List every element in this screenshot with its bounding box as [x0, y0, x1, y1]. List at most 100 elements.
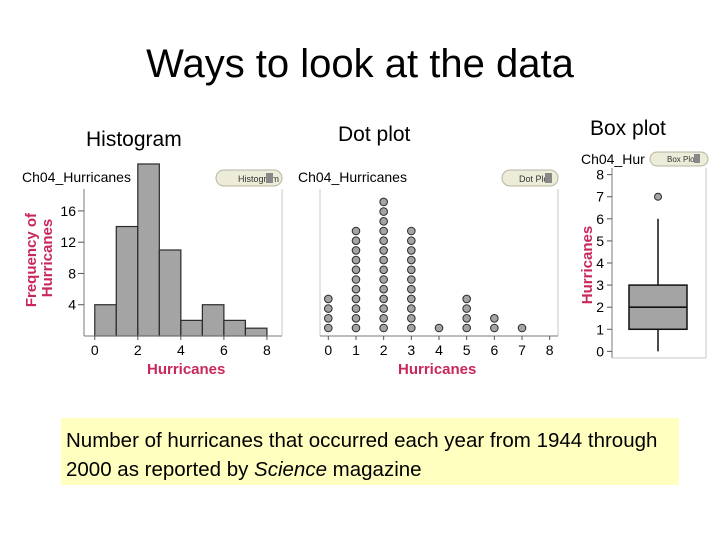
histogram-y-tick-label: 12 — [60, 234, 76, 250]
dotplot-point — [351, 304, 361, 313]
histogram-bar — [137, 163, 160, 337]
dotplot-point — [407, 236, 416, 245]
histogram-bar — [201, 304, 225, 337]
histogram-x-tick-label: 6 — [220, 342, 228, 358]
dotplot-point — [351, 236, 361, 245]
boxplot-dataset-name: Ch04_Hur — [581, 151, 645, 167]
dropdown-handle-icon — [266, 173, 273, 183]
dropdown-handle-icon — [545, 173, 552, 183]
dotplot-x-tick-label: 2 — [380, 342, 388, 358]
dotplot-point — [462, 304, 471, 313]
dotplot-point — [379, 236, 388, 245]
dotplot-point — [351, 294, 361, 304]
boxplot-menu-button[interactable]: Box Plot — [649, 151, 709, 167]
histogram-y-axis-title-line2: Hurricanes — [39, 219, 56, 297]
dotplot-menu-label: Dot Plot — [519, 174, 552, 184]
dotplot-point — [351, 314, 361, 323]
dotplot-point — [379, 294, 388, 304]
dotplot-x-tick-label: 1 — [352, 342, 360, 358]
dotplot-x-axis-title: Hurricanes — [398, 361, 476, 378]
boxplot-chart: Ch04_Hur Box Plot 0 1 2 3 4 5 6 7 8 Hurricanes — [579, 151, 709, 359]
dotplot-point — [324, 294, 333, 304]
boxplot-menu-label: Box Plot — [667, 155, 698, 164]
histogram-dataset-name: Ch04_Hurricanes — [22, 169, 131, 185]
histogram-bar — [180, 319, 203, 337]
boxplot-y-tick-label: 7 — [596, 189, 604, 205]
histogram-label: Histogram — [86, 128, 182, 151]
dotplot-point — [434, 323, 444, 333]
dotplot-point — [351, 323, 361, 333]
dotplot-point — [351, 226, 361, 236]
histogram-bar — [158, 249, 182, 337]
histogram-menu-label: Histogram — [238, 174, 279, 184]
dotplot-x-tick-label: 4 — [435, 342, 443, 358]
dotplot-point — [324, 314, 333, 323]
boxplot-y-tick-label: 0 — [596, 343, 604, 359]
dotplot-point — [379, 217, 388, 226]
histogram-bar — [244, 327, 268, 337]
dotplot-point — [407, 314, 416, 323]
dotplot-point — [490, 323, 499, 333]
boxplot-y-axis-title: Hurricanes — [579, 226, 596, 304]
dropdown-handle-icon — [694, 154, 700, 163]
dotplot-point — [407, 246, 416, 255]
dotplot-point — [407, 284, 416, 294]
dotplot-point — [379, 275, 388, 284]
dotplot-x-tick-label: 8 — [546, 342, 554, 358]
dotplot-point — [407, 226, 416, 236]
dotplot-point — [379, 304, 388, 313]
dotplot-point — [379, 197, 388, 207]
dotplot-dataset-name: Ch04_Hurricanes — [298, 169, 407, 185]
dotplot-point — [517, 323, 527, 333]
boxplot-y-tick-label: 8 — [596, 167, 604, 183]
dotplot-point — [462, 314, 471, 323]
caption-italic-text: Science — [254, 458, 327, 481]
dotplot-point — [379, 265, 388, 275]
histogram-y-axis-title-line1: Frequency of — [23, 212, 40, 307]
boxplot-y-tick-label: 3 — [596, 277, 604, 293]
boxplot-y-tick-label: 5 — [596, 233, 604, 249]
dotplot-point — [351, 284, 361, 294]
dotplot-point — [407, 265, 416, 275]
dotplot-point — [351, 265, 361, 275]
caption-text: Number of hurricanes that occurred each … — [66, 429, 658, 481]
dotplot-x-tick-label: 7 — [518, 342, 526, 358]
dotplot-point — [379, 255, 388, 265]
histogram-y-tick-label: 4 — [68, 297, 76, 313]
dotplot-point — [407, 275, 416, 284]
histogram-x-tick-label: 4 — [177, 342, 185, 358]
boxplot-y-tick-label: 1 — [596, 321, 604, 337]
dotplot-point — [407, 294, 416, 304]
histogram-bar — [94, 304, 117, 337]
dotplot-x-tick-label: 5 — [463, 342, 471, 358]
boxplot-y-tick-label: 4 — [596, 255, 604, 271]
dotplot-point — [462, 294, 471, 304]
dotplot-point — [379, 314, 388, 323]
dotplot-point — [379, 207, 388, 216]
boxplot-y-tick-label: 2 — [596, 299, 604, 315]
histogram-bar — [115, 225, 139, 337]
histogram-x-tick-label: 8 — [263, 342, 271, 358]
boxplot-label: Box plot — [590, 117, 666, 140]
dotplot-x-tick-label: 3 — [407, 342, 415, 358]
dotplot-point — [407, 304, 416, 313]
dotplot-menu-button[interactable]: Dot Plot — [501, 169, 559, 187]
dotplot-point — [379, 284, 388, 294]
boxplot-outlier-point — [654, 192, 662, 201]
dotplot-point — [462, 323, 471, 333]
dotplot-point — [324, 323, 333, 333]
histogram-x-axis-title: Hurricanes — [147, 361, 225, 378]
dotplot-point — [351, 255, 361, 265]
boxplot-y-tick-label: 6 — [596, 211, 604, 227]
dotplot-x-tick-label: 0 — [324, 342, 332, 358]
caption-text-end: magazine — [326, 458, 422, 481]
dotplot-point — [379, 323, 388, 333]
histogram-x-tick-label: 0 — [91, 342, 99, 358]
histogram-menu-button[interactable]: Histogram — [215, 169, 283, 187]
dotplot-x-tick-label: 6 — [490, 342, 498, 358]
caption-box: Number of hurricanes that occurred each … — [61, 418, 679, 485]
histogram-x-tick-label: 2 — [134, 342, 142, 358]
histogram-y-tick-label: 8 — [68, 265, 76, 281]
dotplot-point — [379, 226, 388, 236]
